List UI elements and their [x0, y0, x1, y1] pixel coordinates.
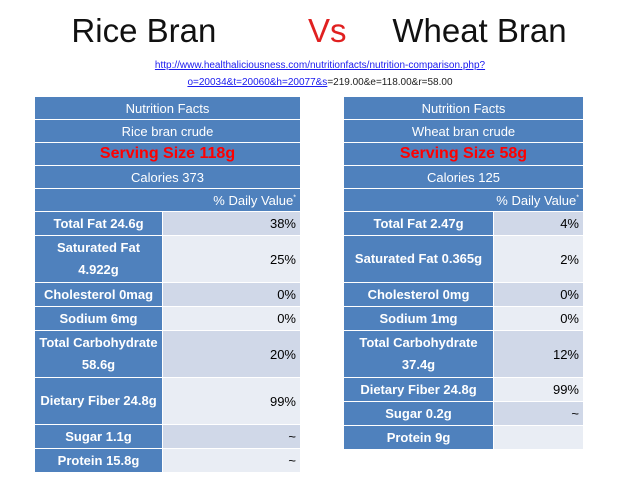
nutrient-value: 2% — [493, 235, 584, 283]
nutrient-label: Sugar 1.1g — [34, 424, 163, 449]
nutrient-label: Cholesterol 0mag — [34, 282, 163, 307]
title-left: Rice Bran — [71, 12, 217, 49]
table-row: Dietary Fiber 24.8g 99% — [343, 377, 584, 402]
table-row: Total Carbohydrate 58.6g 20% — [34, 330, 301, 378]
table-row: Saturated Fat 0.365g 2% — [343, 235, 584, 283]
nutrient-value: 12% — [493, 330, 584, 378]
table-row: Total Fat 2.47g 4% — [343, 211, 584, 236]
nutrient-label: Total Fat 24.6g — [34, 211, 163, 236]
table-row: Total Fat 24.6g 38% — [34, 211, 301, 236]
nutrient-value: 0% — [493, 282, 584, 307]
nutrient-value: ~ — [493, 401, 584, 426]
table-row: Saturated Fat 4.922g 25% — [34, 235, 301, 283]
nutrient-label: Protein 9g — [343, 425, 494, 450]
table-row: Protein 15.8g ~ — [34, 448, 301, 473]
table-row: Sodium 6mg 0% — [34, 306, 301, 331]
nutrient-label: Total Fat 2.47g — [343, 211, 494, 236]
table-row: Protein 9g — [343, 425, 584, 450]
serving-size: Serving Size 118g — [34, 142, 301, 166]
nutrient-label: Sodium 6mg — [34, 306, 163, 331]
table-row: Cholesterol 0mg 0% — [343, 282, 584, 307]
nutrient-label: Total Carbohydrate 58.6g — [34, 330, 163, 378]
serving-size: Serving Size 58g — [343, 142, 584, 166]
daily-value-mark: * — [293, 194, 296, 202]
nutrient-label: Cholesterol 0mg — [343, 282, 494, 307]
nutrient-value: 99% — [493, 377, 584, 402]
nutrient-label: Sodium 1mg — [343, 306, 494, 331]
source-link: http://www.healthaliciousness.com/nutrit… — [58, 57, 582, 91]
table-row: Sugar 0.2g ~ — [343, 401, 584, 426]
calories: Calories 125 — [343, 165, 584, 189]
slide-title: Rice Bran Vs Wheat Bran — [0, 12, 638, 50]
table-header: Nutrition Facts — [34, 96, 301, 120]
source-url-suffix: =219.00&e=118.00&r=58.00 — [327, 77, 453, 88]
nutrient-value — [493, 425, 584, 450]
table-row: Cholesterol 0mag 0% — [34, 282, 301, 307]
nutrient-label: Protein 15.8g — [34, 448, 163, 473]
title-vs: Vs — [307, 12, 347, 49]
nutrient-value: 0% — [493, 306, 584, 331]
wheat-bran-table: Nutrition Facts Wheat bran crude Serving… — [343, 96, 584, 450]
table-header: Nutrition Facts — [343, 96, 584, 120]
nutrient-value: 4% — [493, 211, 584, 236]
daily-value-mark: * — [576, 194, 579, 202]
nutrient-label: Total Carbohydrate 37.4g — [343, 330, 494, 378]
daily-value-header: % Daily Value* — [343, 188, 584, 212]
daily-value-label: % Daily Value — [213, 192, 294, 208]
daily-value-label: % Daily Value — [496, 192, 577, 208]
food-name: Rice bran crude — [34, 119, 301, 143]
nutrient-label: Saturated Fat 0.365g — [343, 235, 494, 283]
source-url[interactable]: http://www.healthaliciousness.com/nutrit… — [154, 60, 486, 88]
title-right: Wheat Bran — [392, 12, 567, 49]
nutrient-value: 38% — [162, 211, 301, 236]
rice-bran-table: Nutrition Facts Rice bran crude Serving … — [34, 96, 301, 473]
nutrient-value: 0% — [162, 306, 301, 331]
nutrient-value: ~ — [162, 448, 301, 473]
nutrient-value: 20% — [162, 330, 301, 378]
nutrient-value: 99% — [162, 377, 301, 425]
table-row: Dietary Fiber 24.8g 99% — [34, 377, 301, 425]
table-row: Sodium 1mg 0% — [343, 306, 584, 331]
nutrient-label: Saturated Fat 4.922g — [34, 235, 163, 283]
calories: Calories 373 — [34, 165, 301, 189]
nutrient-value: 0% — [162, 282, 301, 307]
nutrient-value: 25% — [162, 235, 301, 283]
nutrient-label: Dietary Fiber 24.8g — [343, 377, 494, 402]
nutrient-label: Dietary Fiber 24.8g — [34, 377, 163, 425]
food-name: Wheat bran crude — [343, 119, 584, 143]
nutrient-value: ~ — [162, 424, 301, 449]
nutrient-label: Sugar 0.2g — [343, 401, 494, 426]
table-row: Total Carbohydrate 37.4g 12% — [343, 330, 584, 378]
daily-value-header: % Daily Value* — [34, 188, 301, 212]
table-row: Sugar 1.1g ~ — [34, 424, 301, 449]
